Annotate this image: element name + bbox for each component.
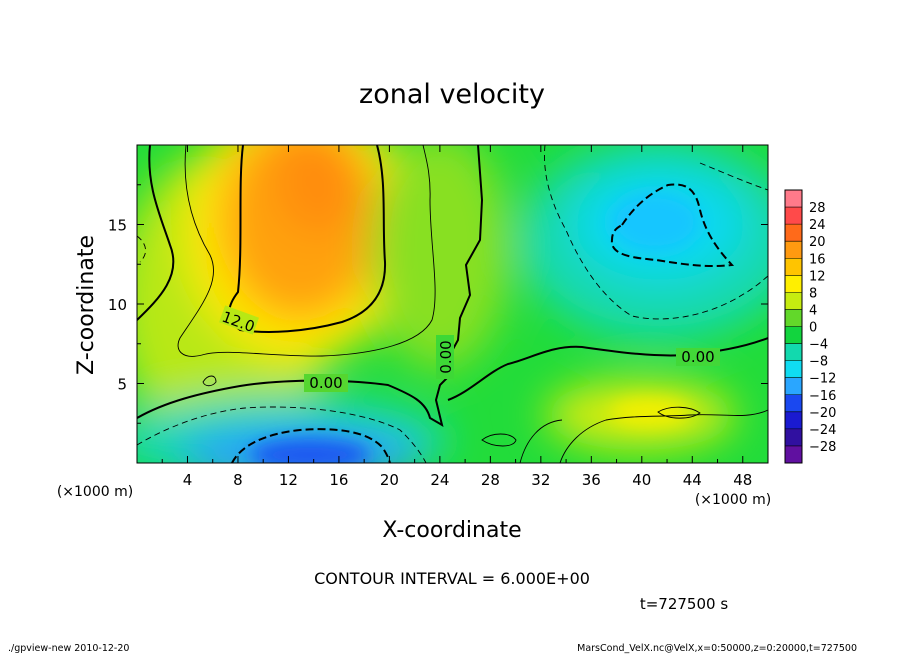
y-tick-label: 5: [117, 376, 127, 394]
blob-cyan-core: [610, 192, 700, 252]
field-sharp-blobs: [250, 192, 700, 463]
footer-right: MarsCond_VelX.nc@VelX,x=0:50000,z=0:2000…: [577, 643, 857, 654]
y-unit-label: (×1000 m): [57, 484, 133, 500]
colorbar-label: −24: [809, 423, 836, 438]
time-text: t=727500 s: [640, 595, 728, 613]
chart-title: zonal velocity: [359, 79, 545, 110]
x-tick-label: 24: [430, 471, 449, 489]
contour-label-0-vertical: 0.00: [437, 340, 455, 373]
blob-deep-blue: [250, 439, 370, 463]
contour-0-solid-upper: [137, 145, 175, 321]
colorbar-label: −16: [809, 389, 836, 404]
y-axis-ticks: 5 10 15: [108, 184, 768, 424]
contour-thin-small-loop: [481, 433, 517, 447]
contour-label-12-bg: [219, 305, 259, 335]
colorbar-swatch: [785, 207, 802, 225]
colorbar-swatch: [785, 190, 802, 208]
contour-neg6-thin-dashed-right: [544, 145, 768, 320]
colorbar-label: 24: [809, 218, 826, 233]
colorbar-swatch: [785, 445, 802, 464]
x-tick-label: 16: [329, 471, 348, 489]
footer-left: ./gpview-new 2010-12-20: [8, 643, 129, 654]
blob-yellow-spot: [610, 398, 690, 426]
x-axis-ticks: 4 8 12 16 20 24 28 32 36 40 44 48: [161, 145, 752, 489]
field-color-blobs: [137, 145, 768, 463]
colorbar-swatch: [785, 377, 802, 396]
contour-thin-small-left: [202, 375, 217, 387]
x-tick-label: 36: [582, 471, 601, 489]
colorbar: 28 24 20 16 12 8 4 0 −4 −8 −12 −16 −20 −24 −28: [784, 189, 836, 464]
contour-thin-bottom-mid: [519, 419, 563, 463]
blob-upper-mid: [370, 145, 510, 370]
contour-neg6-dashed-left: [137, 406, 427, 463]
contour-6-thin: [177, 145, 436, 357]
x-tick-label: 40: [632, 471, 651, 489]
contour-thin-left-dash: [137, 235, 147, 263]
colorbar-swatch: [785, 428, 802, 447]
contour-neg12-dashed-right: [610, 183, 735, 268]
colorbar-label: 20: [809, 235, 826, 250]
colorbar-swatch: [785, 411, 802, 430]
colorbar-label: 16: [809, 252, 826, 267]
colorbar-label: −28: [809, 440, 836, 455]
colorbar-swatch: [785, 224, 802, 242]
x-tick-label: 20: [380, 471, 399, 489]
colorbar-swatch: [785, 360, 802, 379]
colorbar-label: −4: [809, 338, 828, 353]
x-axis-title: X-coordinate: [382, 518, 521, 543]
colorbar-swatch: [785, 258, 802, 276]
colorbar-label: 4: [809, 303, 817, 318]
blob-orange-peak: [273, 145, 363, 235]
x-tick-label: 48: [733, 471, 752, 489]
y-axis-title: Z-coordinate: [74, 235, 99, 375]
colorbar-label: 28: [809, 201, 826, 216]
x-tick-label: 4: [183, 471, 193, 489]
colorbar-swatch: [785, 292, 802, 310]
contour-neg12-dashed-bottom: [231, 428, 391, 463]
colorbar-swatch: [785, 275, 802, 293]
colorbar-swatch: [785, 241, 802, 259]
colorbar-label: −12: [809, 372, 836, 387]
colorbar-label: −20: [809, 406, 836, 421]
colorbar-label: −8: [809, 355, 828, 370]
colorbar-swatch: [785, 394, 802, 413]
contour-label-0-left: 0.00: [309, 374, 342, 392]
contour-thin-low-right: [559, 409, 768, 463]
y-tick-label: 10: [108, 296, 127, 314]
colorbar-swatch: [785, 326, 802, 344]
colorbar-label: 8: [809, 286, 817, 301]
x-tick-label: 12: [279, 471, 298, 489]
contour-interval-text: CONTOUR INTERVAL = 6.000E+00: [314, 569, 590, 588]
colorbar-label: 12: [809, 269, 826, 284]
x-unit-label: (×1000 m): [695, 492, 771, 508]
x-tick-label: 28: [481, 471, 500, 489]
colorbar-label: 0: [809, 321, 817, 336]
contour-label-0-right: 0.00: [681, 348, 714, 366]
x-tick-label: 44: [683, 471, 702, 489]
y-tick-label: 15: [108, 217, 127, 235]
x-tick-label: 32: [531, 471, 550, 489]
plot-area: [137, 145, 768, 463]
x-tick-label: 8: [233, 471, 243, 489]
contour-label-0-right-bg: [676, 348, 720, 366]
contour-label-0-left-bg: [304, 374, 348, 392]
contour-12-solid: [228, 145, 387, 333]
contour-thin-right-loop: [657, 406, 701, 419]
contour-label-0-vertical-bg: [436, 335, 454, 379]
colorbar-swatch: [785, 343, 802, 362]
colorbar-swatch: [785, 309, 802, 327]
